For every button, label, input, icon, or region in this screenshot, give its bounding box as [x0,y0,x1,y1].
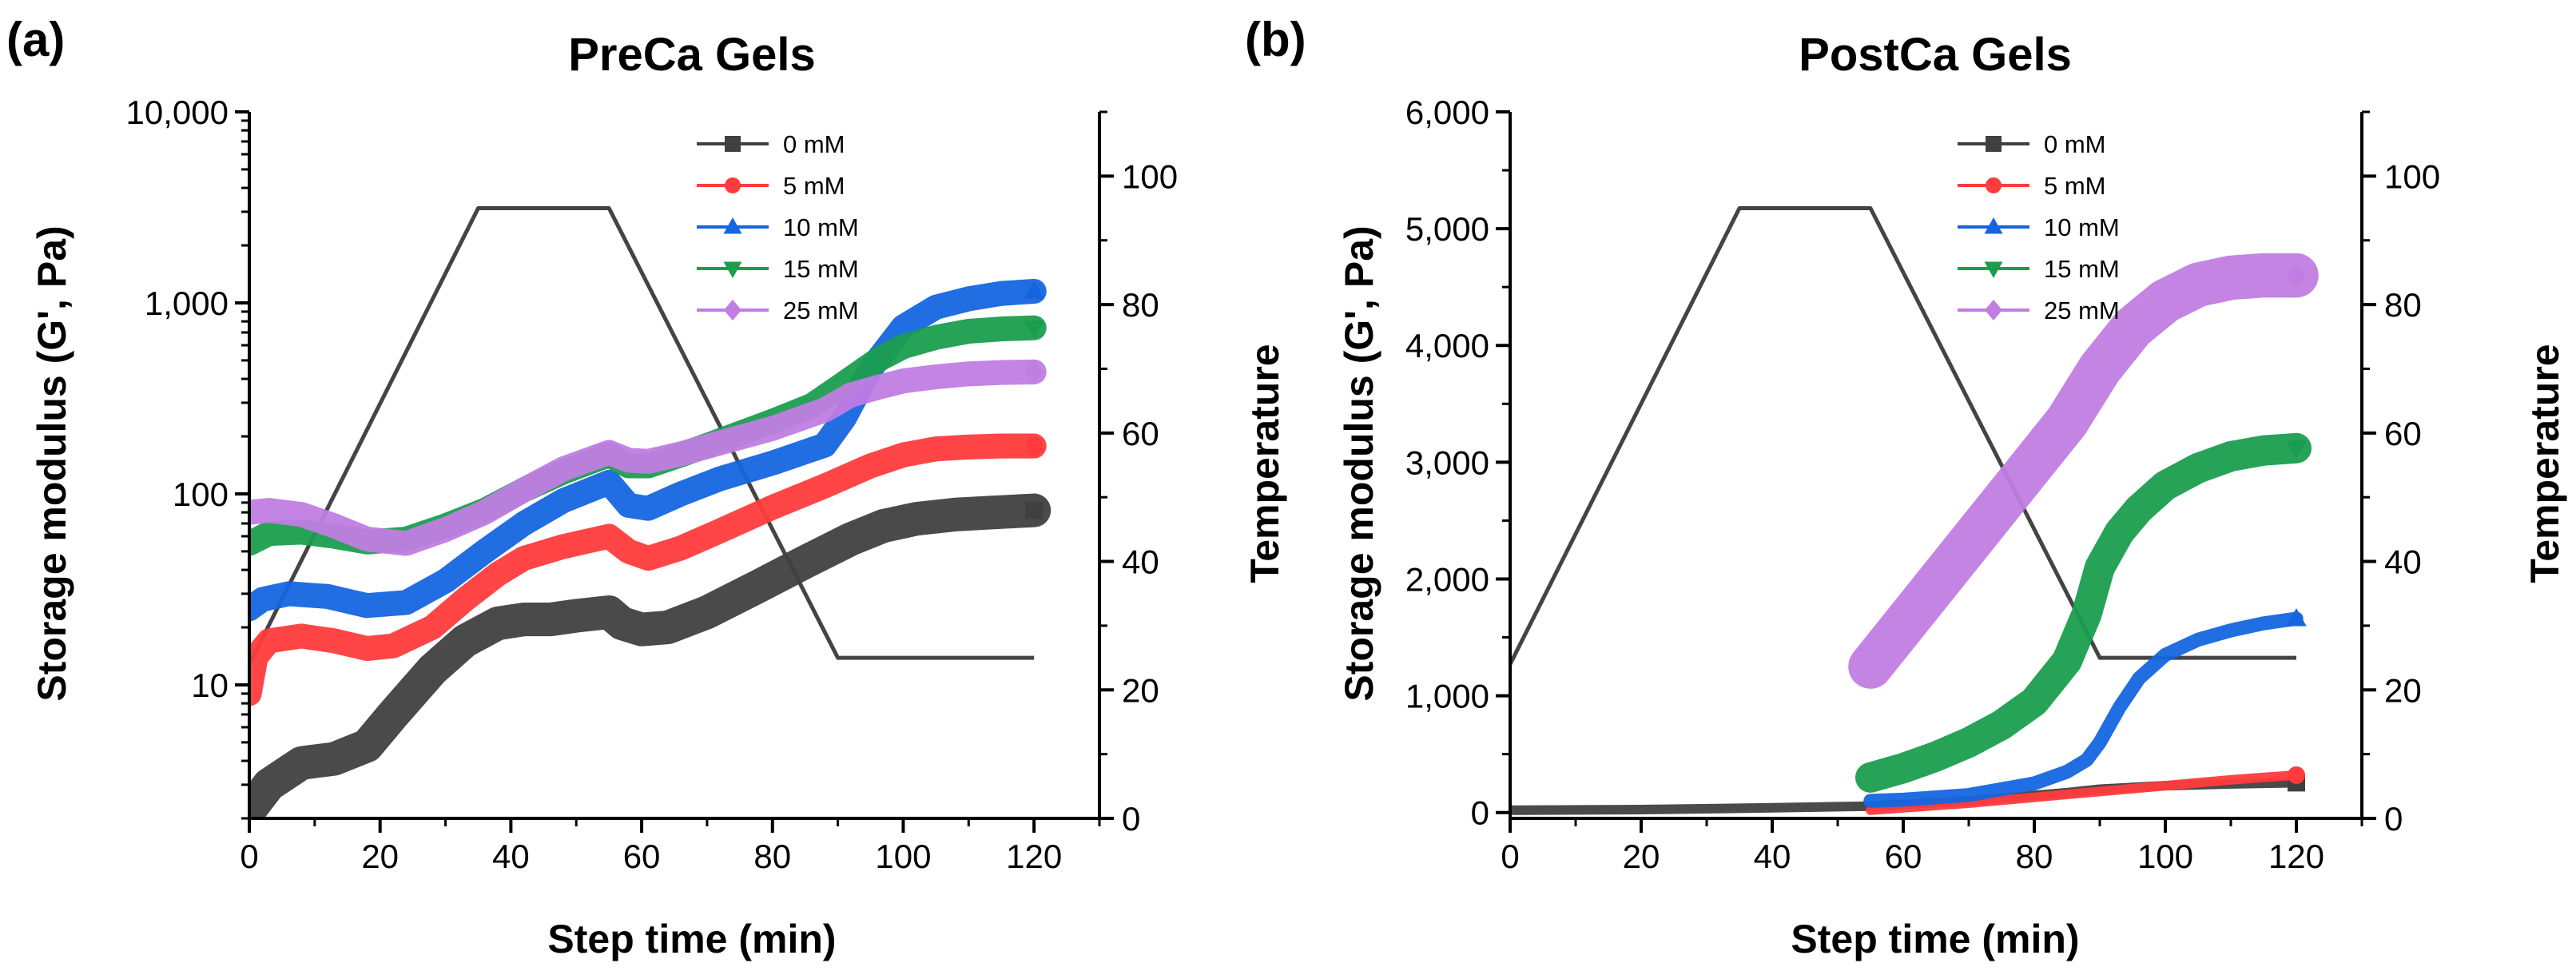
y2-axis-label-b: Temperature [2522,344,2567,583]
y-tick-label: 10 [191,667,229,704]
legend-marker [723,261,742,278]
legend-marker [724,300,741,320]
series-line-15-mm [1855,432,2312,793]
x-tick-label: 100 [875,838,931,875]
x-tick-label: 40 [492,838,530,875]
y-tick-label: 4,000 [1405,327,1489,364]
y2-tick-label: 20 [1122,671,1159,709]
y2-tick-label: 100 [1122,157,1178,195]
legend: 0 mM 5 mM 10 mM 15 mM 25 mM [1958,130,2120,324]
y-axis-label-b: Storage modulus (G', Pa) [1337,225,1381,701]
legend-marker [1984,217,2003,234]
series-line-5-mm [1866,770,2301,815]
x-tick-label: 100 [2137,838,2193,875]
y-tick-label: 3,000 [1405,444,1489,481]
panel-b: (b) PostCa Gels Step time (min) Storage … [1245,13,2567,961]
panel-label-a: (a) [6,13,65,66]
legend-label: 15 mM [2044,255,2120,283]
y-tick-label: 1,000 [1405,678,1489,715]
series-end-marker [1024,320,1044,339]
x-tick-label: 120 [1006,838,1062,875]
legend-label: 0 mM [783,130,845,158]
y-tick-label: 5,000 [1405,210,1489,248]
legend-marker [1986,136,2002,152]
legend: 0 mM 5 mM 10 mM 15 mM 25 mM [697,130,859,324]
y2-tick-label: 80 [1122,286,1159,324]
x-axis-label-a: Step time (min) [547,917,836,961]
series-line-0-mm [249,493,1051,818]
y2-axis-label-a: Temperature [1242,344,1287,583]
x-tick-label: 40 [1754,838,1791,875]
legend-marker [725,177,741,193]
y-tick-label: 10,000 [126,94,229,131]
chart-title-a: PreCa Gels [568,29,816,81]
y2-tick-label: 20 [2384,671,2422,709]
legend-label: 15 mM [783,255,859,283]
y2-tick-label: 60 [1122,415,1159,452]
x-tick-label: 120 [2268,838,2324,875]
series-end-marker [2286,440,2307,460]
legend-marker [1985,300,2002,320]
series-end-marker [2286,607,2307,627]
x-tick-label: 0 [240,838,258,875]
legend-label: 5 mM [2044,172,2106,200]
y2-tick-label: 40 [1122,543,1159,581]
x-axis-label-b: Step time (min) [1791,917,2079,961]
panel-a: (a) PreCa Gels Step time (min) Storage m… [6,13,1287,961]
temperature-line [1510,206,2296,666]
y2-tick-label: 100 [2384,157,2440,195]
y2-tick-label: 0 [2384,800,2403,838]
y2-tick-label: 0 [1122,800,1140,838]
series-end-marker [2286,264,2307,287]
x-tick-label: 60 [1885,838,1922,875]
y-tick-label: 0 [1471,794,1489,832]
series-line-5-mm [249,433,1047,706]
y-tick-label: 1,000 [145,285,229,322]
x-tick-label: 20 [361,838,399,875]
series-end-marker [2288,766,2305,784]
series-end-marker [1025,437,1044,456]
y-tick-label: 100 [173,476,229,513]
y2-tick-label: 60 [2384,415,2422,452]
panel-label-b: (b) [1245,13,1306,66]
series-line-25-mm [249,359,1047,556]
legend-label: 0 mM [2044,130,2106,158]
legend-label: 10 mM [783,213,859,241]
series-line-10-mm [249,278,1047,622]
y-tick-label: 2,000 [1405,560,1489,598]
y2-tick-label: 80 [2384,286,2422,324]
x-tick-label: 60 [623,838,661,875]
legend-marker [723,217,742,234]
legend-label: 10 mM [2044,213,2120,241]
x-tick-label: 80 [2016,838,2053,875]
series-line-10-mm [1863,611,2304,808]
legend-marker [725,136,741,152]
x-tick-label: 0 [1501,838,1519,875]
x-tick-label: 20 [1623,838,1660,875]
series-end-marker [1024,360,1044,384]
series-end-marker [1025,501,1044,519]
temperature-line [249,206,1035,666]
series-line-25-mm [1848,253,2319,689]
series-end-marker [1024,281,1044,299]
x-tick-label: 80 [753,838,791,875]
legend-label: 25 mM [783,296,859,324]
legend-label: 25 mM [2044,296,2120,324]
y-axis-label-a: Storage modulus (G', Pa) [30,225,74,701]
legend-label: 5 mM [783,172,845,200]
legend-marker [1984,261,2003,278]
y-tick-label: 6,000 [1405,94,1489,131]
legend-marker [1986,177,2002,193]
y2-tick-label: 40 [2384,543,2422,581]
chart-title-b: PostCa Gels [1799,29,2072,81]
